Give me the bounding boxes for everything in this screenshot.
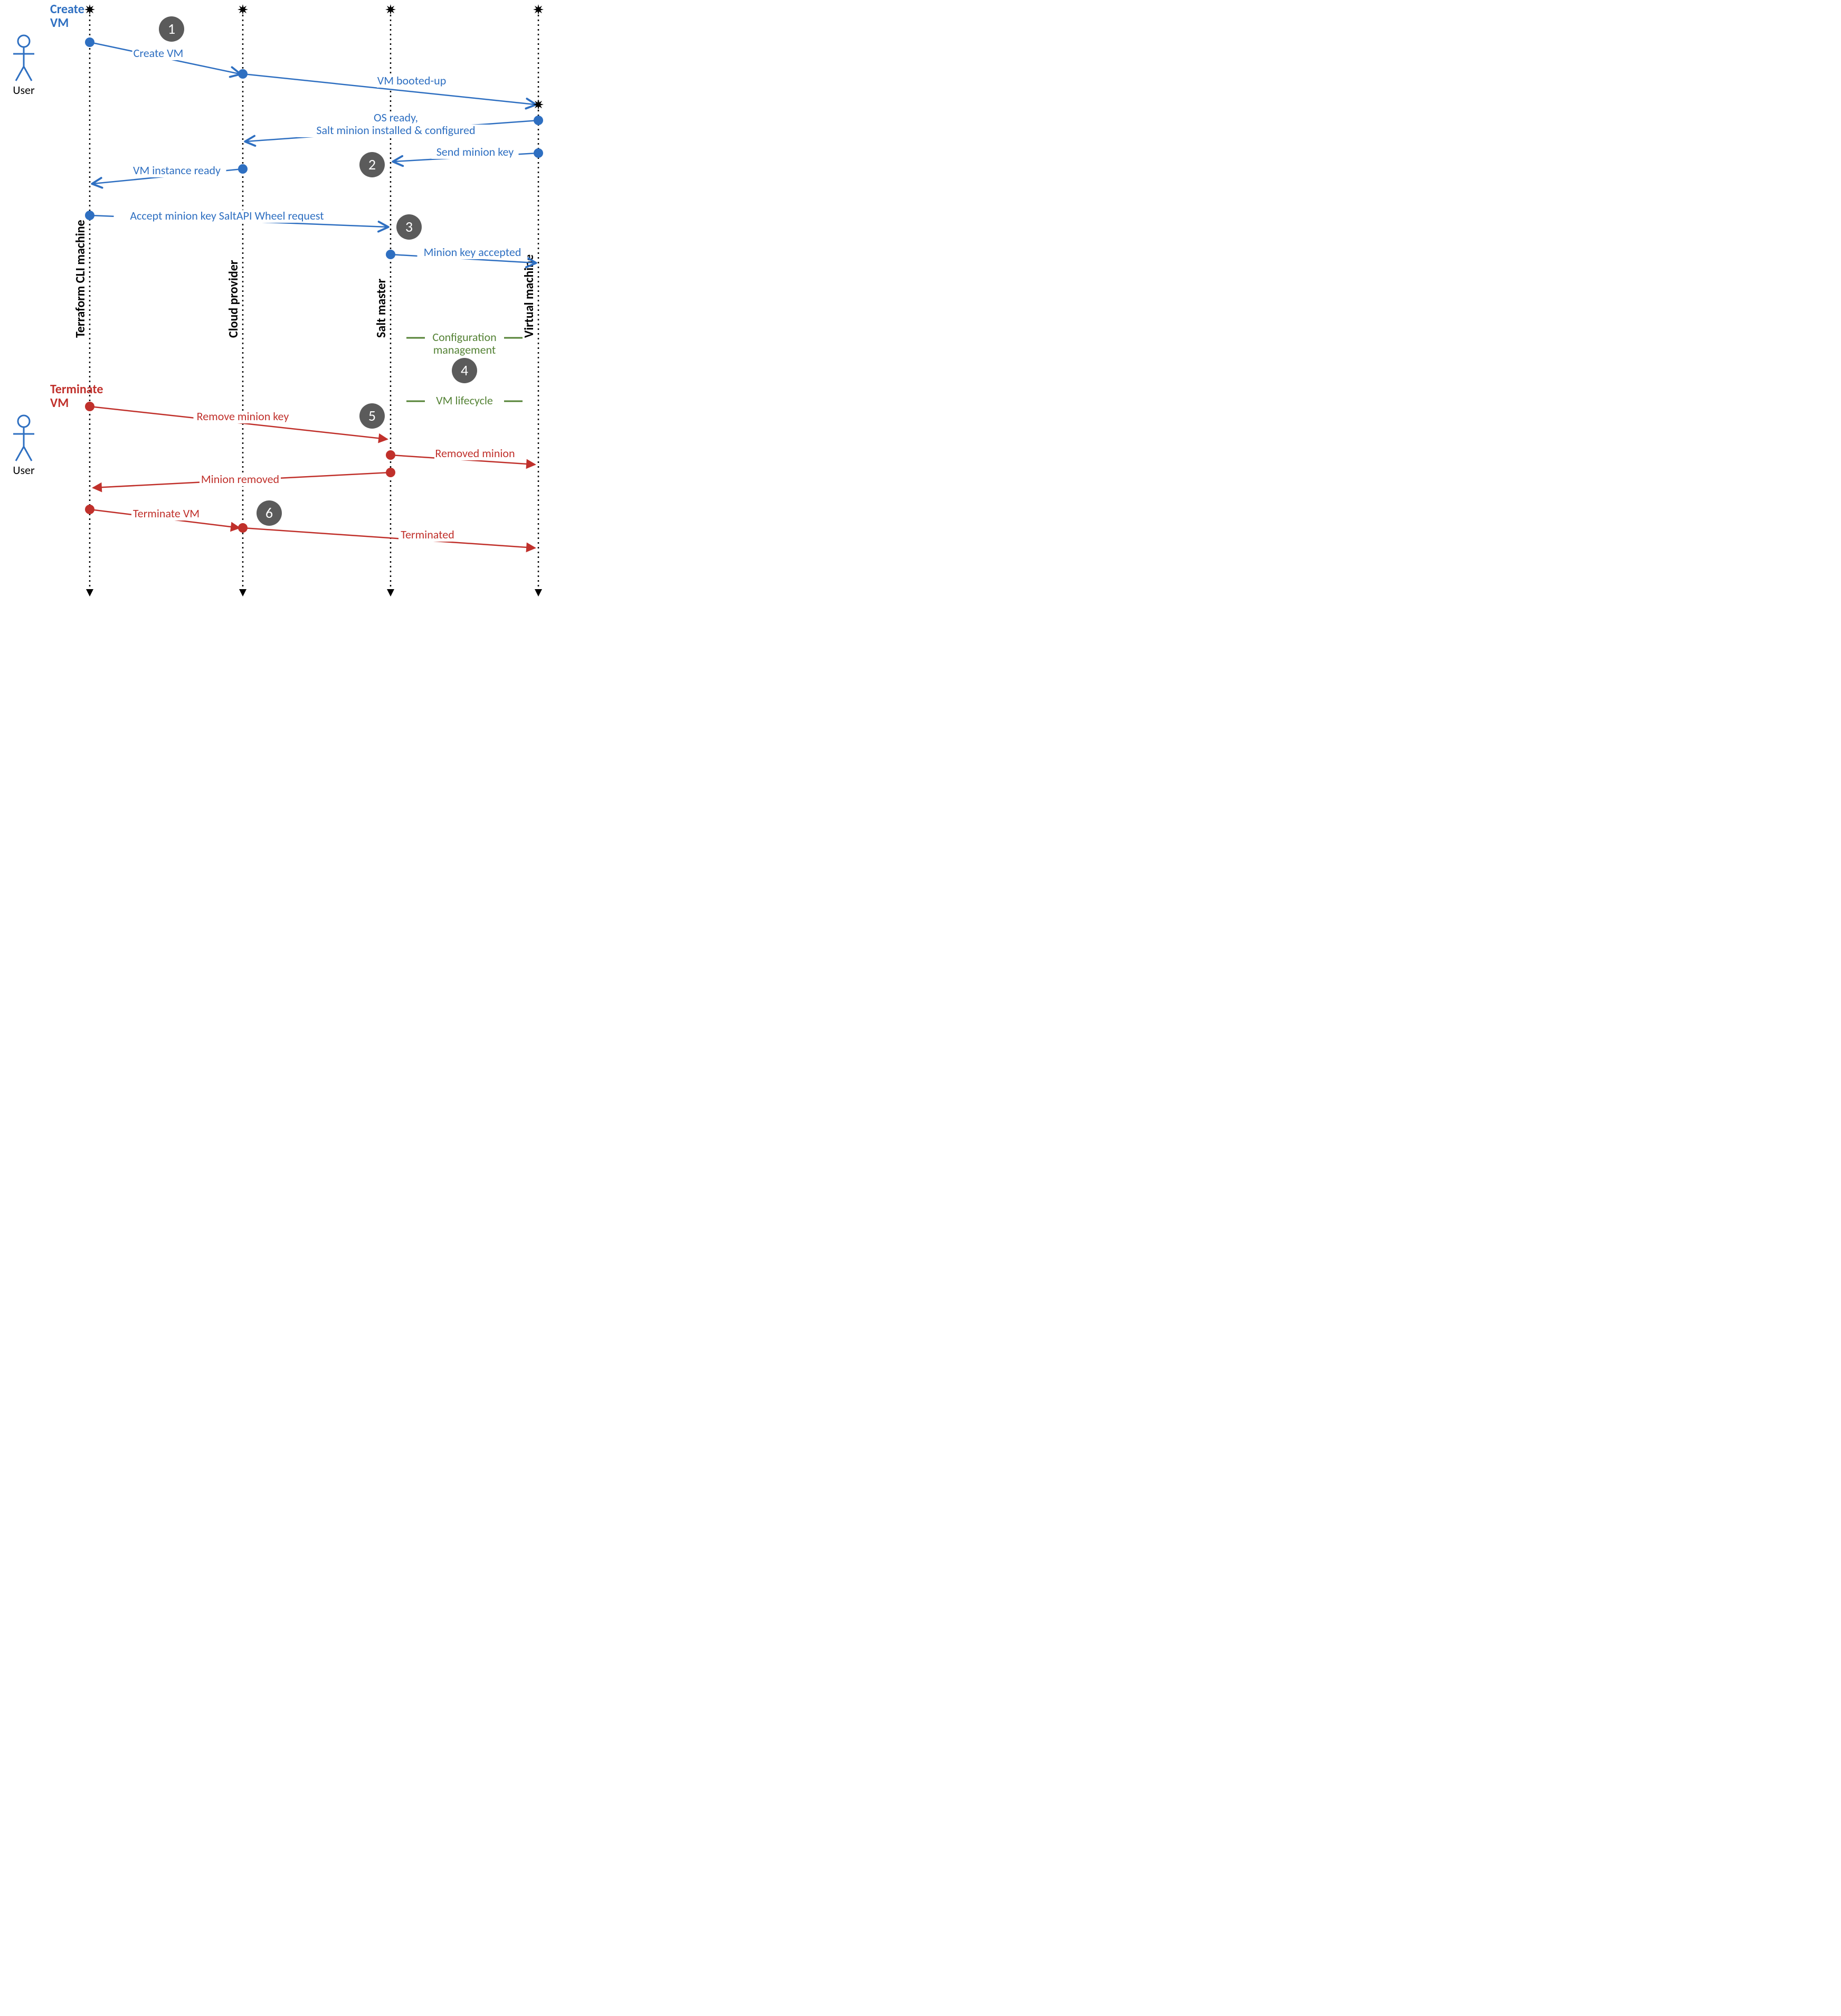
lane-label-tf: Terraform CLI machine: [73, 220, 88, 338]
step-number: 2: [368, 155, 376, 174]
lane-label-cp: Cloud provider: [226, 260, 241, 338]
step-number: 6: [265, 504, 273, 522]
svg-text:management: management: [433, 343, 496, 357]
actor-title: Create: [50, 2, 84, 17]
actor: CreateVM User: [13, 2, 84, 97]
actor-label: User: [13, 463, 35, 477]
sequence-diagram: Terraform CLI machine Cloud provider Salt …: [0, 0, 554, 607]
lane-start-cp: [238, 4, 248, 15]
message-label: VM instance ready: [133, 163, 221, 177]
phase-top: Configuration: [432, 330, 496, 344]
lane-label-vm: Virtual machine: [521, 254, 537, 338]
lane-label-sm: Salt master: [374, 278, 389, 338]
message-label: OS ready,: [374, 110, 418, 125]
message-arrow: [243, 528, 535, 548]
actor-title: VM: [50, 395, 69, 411]
step-number: 1: [168, 20, 175, 38]
message-label: Salt minion installed & configured: [316, 123, 475, 137]
step-number: 4: [461, 361, 468, 380]
actor-title: VM: [50, 15, 69, 31]
message-label: Remove minion key: [197, 409, 289, 423]
message-label: Removed minion: [435, 446, 515, 460]
message-label: Minion removed: [201, 472, 279, 486]
lane-start-sm: [385, 4, 396, 15]
lane-start-tf: [84, 4, 95, 15]
actor-label: User: [13, 83, 35, 97]
message-label: Accept minion key SaltAPI Wheel request: [130, 209, 324, 223]
phase-bottom: VM lifecycle: [436, 393, 493, 408]
step-number: 3: [405, 217, 413, 236]
message-label: Minion key accepted: [424, 245, 521, 259]
lane-start-vm: [533, 4, 544, 15]
message-label: Send minion key: [436, 145, 514, 159]
message-label: Terminated: [401, 527, 454, 542]
actor-title: Terminate: [50, 382, 103, 397]
message-label: VM booted-up: [377, 73, 447, 88]
step-number: 5: [368, 406, 376, 425]
message-label: Create VM: [134, 46, 184, 60]
message-label: Terminate VM: [133, 506, 200, 520]
